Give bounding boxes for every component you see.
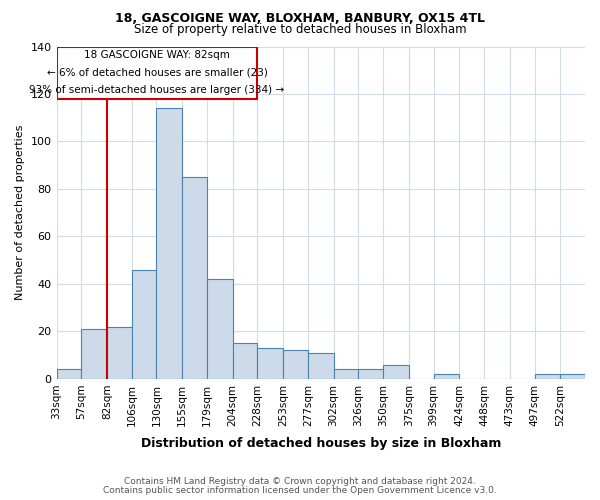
- Bar: [383, 364, 409, 379]
- Bar: [560, 374, 585, 379]
- Bar: [358, 370, 383, 379]
- Bar: [257, 348, 283, 379]
- Bar: [334, 370, 358, 379]
- Bar: [132, 270, 157, 379]
- Text: Contains public sector information licensed under the Open Government Licence v3: Contains public sector information licen…: [103, 486, 497, 495]
- Text: 18, GASCOIGNE WAY, BLOXHAM, BANBURY, OX15 4TL: 18, GASCOIGNE WAY, BLOXHAM, BANBURY, OX1…: [115, 12, 485, 26]
- Bar: [535, 374, 560, 379]
- Text: 93% of semi-detached houses are larger (334) →: 93% of semi-detached houses are larger (…: [29, 85, 284, 95]
- Bar: [182, 177, 207, 379]
- Bar: [283, 350, 308, 379]
- Bar: [434, 374, 460, 379]
- Bar: [56, 370, 81, 379]
- Y-axis label: Number of detached properties: Number of detached properties: [15, 125, 25, 300]
- Bar: [157, 108, 182, 379]
- Bar: [233, 344, 257, 379]
- Text: ← 6% of detached houses are smaller (23): ← 6% of detached houses are smaller (23): [47, 68, 268, 78]
- Bar: [81, 329, 107, 379]
- Text: 18 GASCOIGNE WAY: 82sqm: 18 GASCOIGNE WAY: 82sqm: [84, 50, 230, 60]
- FancyBboxPatch shape: [56, 46, 257, 98]
- Text: Size of property relative to detached houses in Bloxham: Size of property relative to detached ho…: [134, 22, 466, 36]
- Bar: [308, 353, 334, 379]
- Bar: [107, 326, 132, 379]
- Text: Contains HM Land Registry data © Crown copyright and database right 2024.: Contains HM Land Registry data © Crown c…: [124, 477, 476, 486]
- Bar: [207, 279, 233, 379]
- X-axis label: Distribution of detached houses by size in Bloxham: Distribution of detached houses by size …: [140, 437, 501, 450]
